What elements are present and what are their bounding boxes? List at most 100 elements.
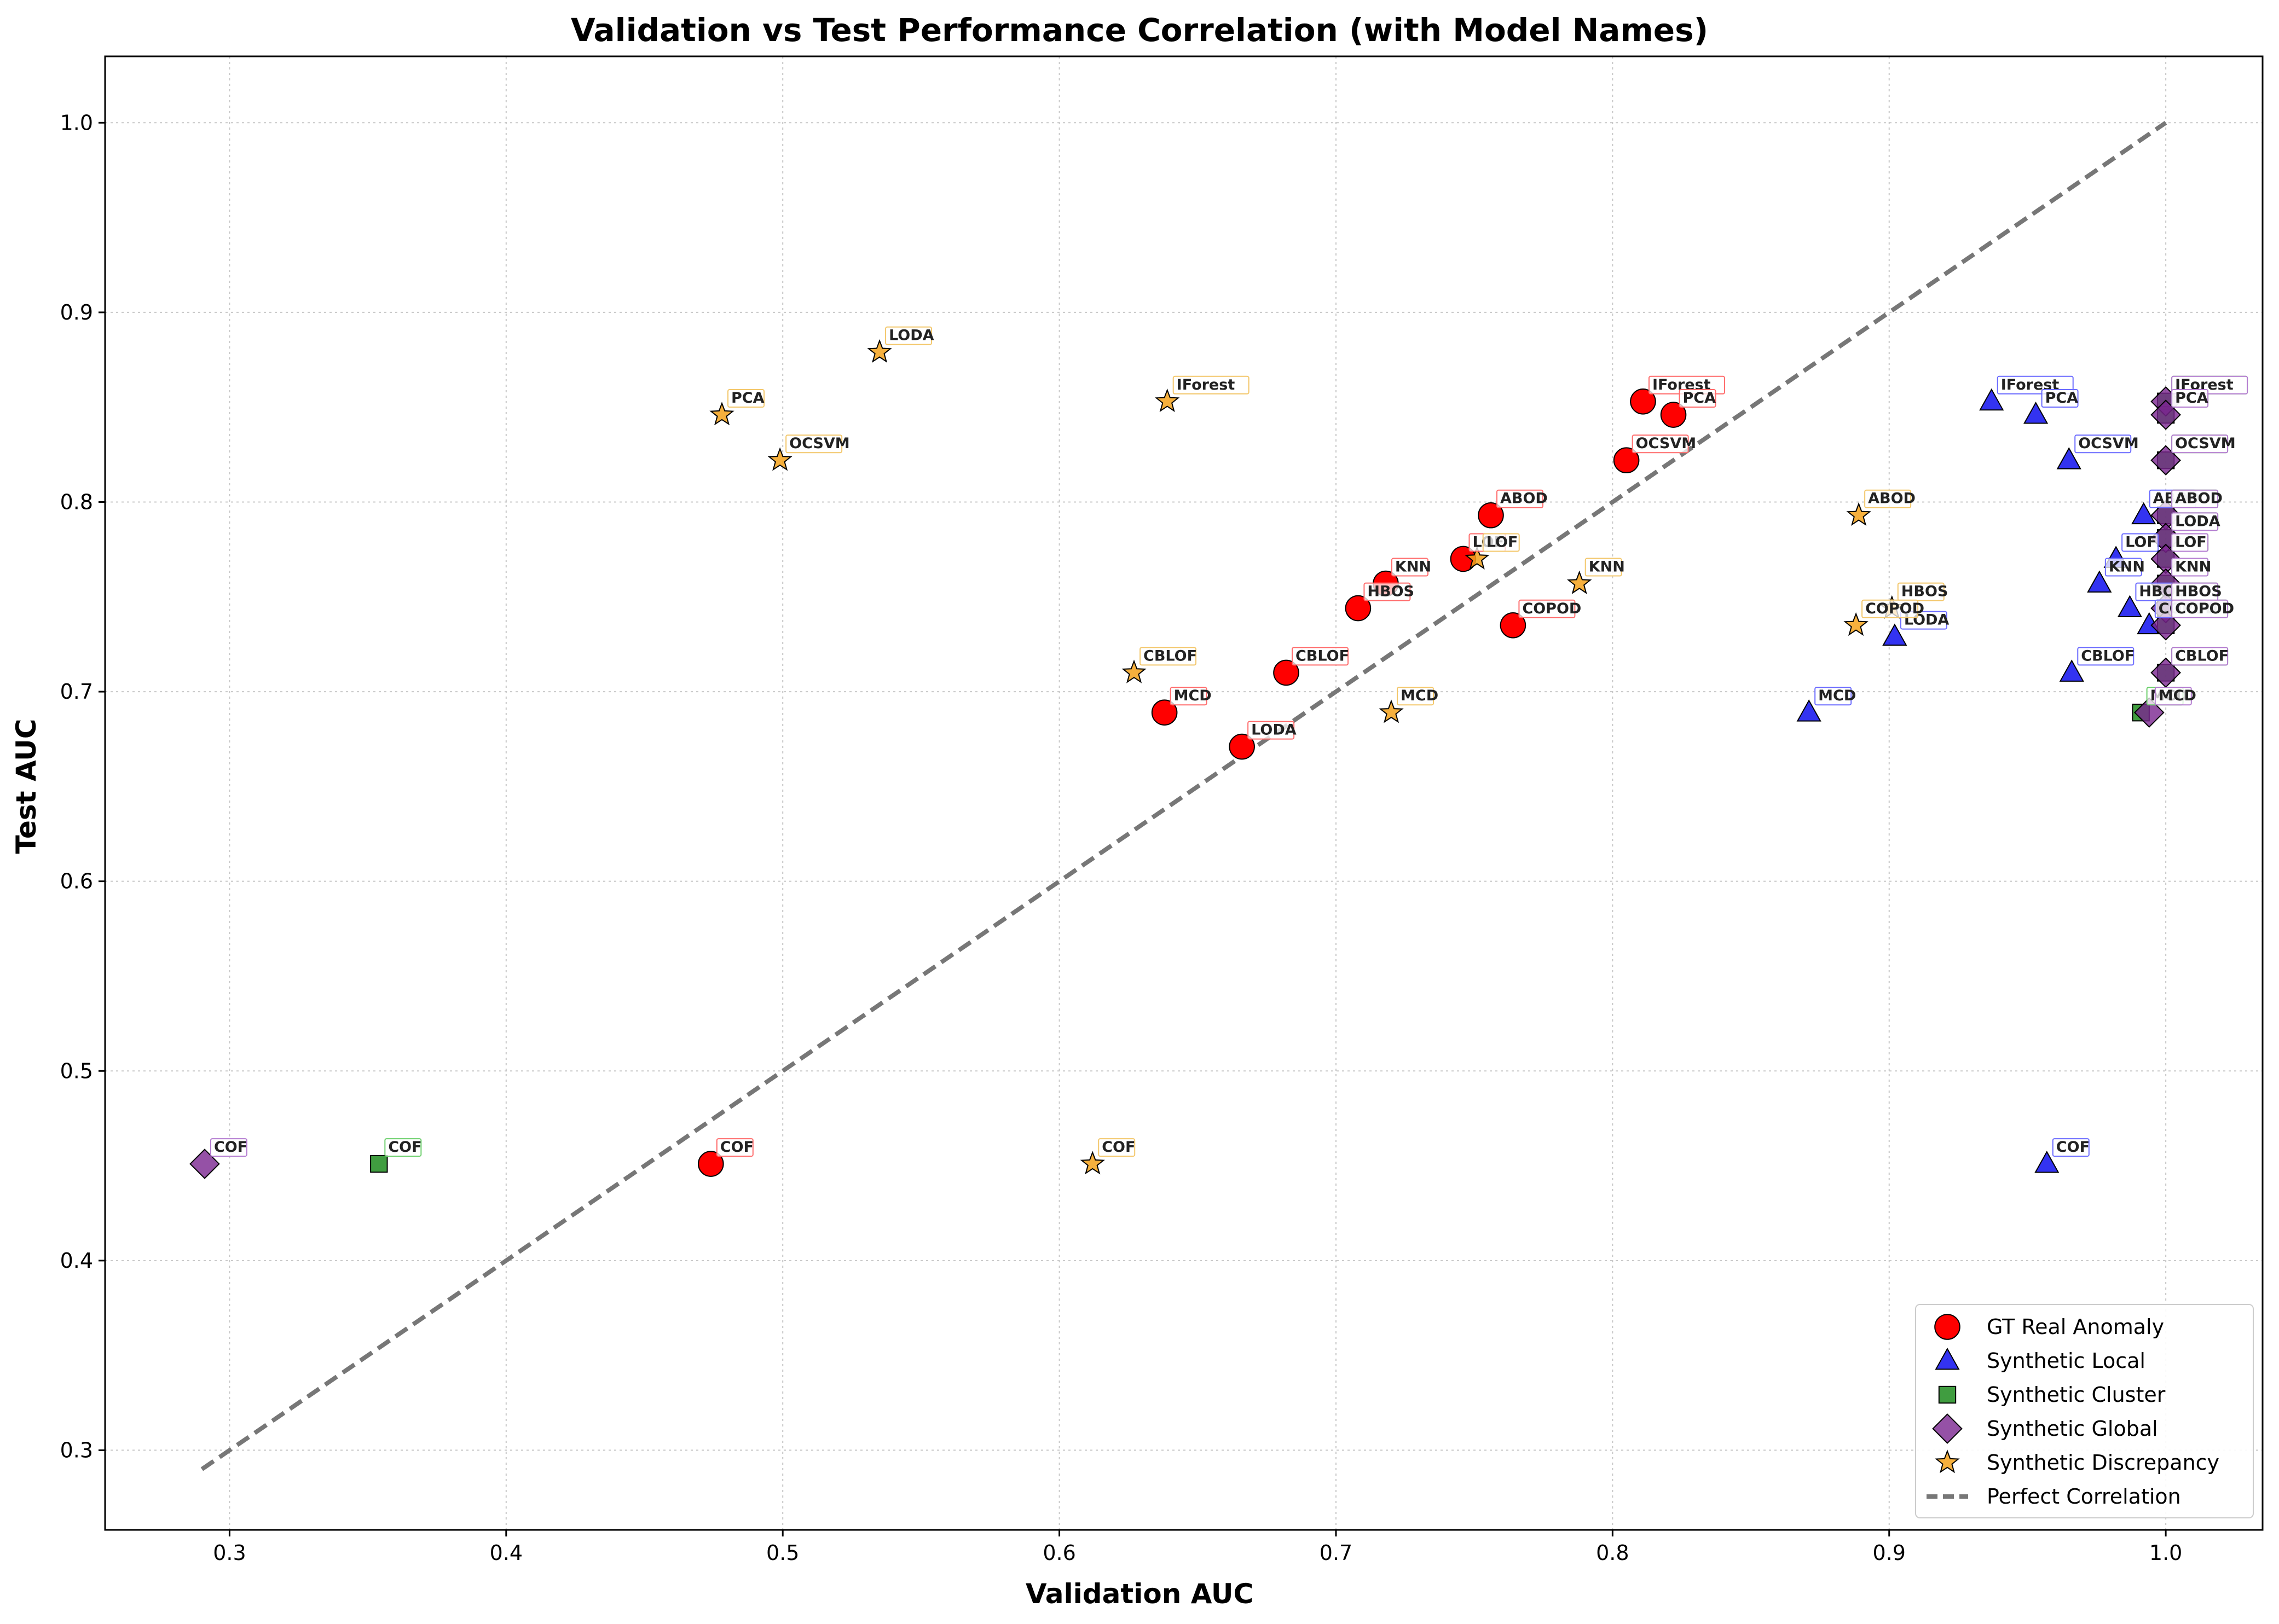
point-gt-real-anomaly-pca <box>1660 402 1687 428</box>
y-tick-label: 0.4 <box>60 1249 93 1273</box>
point-label-box <box>384 1138 422 1157</box>
point-label: HBOS <box>1367 583 1414 600</box>
point-synthetic-global-cof <box>189 1149 220 1179</box>
point-gt-real-anomaly-copod <box>1500 612 1526 639</box>
legend-label: Synthetic Global <box>1987 1417 2158 1441</box>
plot-frame <box>104 55 2264 1531</box>
point-label: KNN <box>1589 559 1625 576</box>
point-label: MCD <box>1818 687 1856 704</box>
point-label: OCSVM <box>2175 435 2235 452</box>
point-label-box <box>2171 489 2219 508</box>
point-label: PCA <box>1683 390 1716 407</box>
point-label-box <box>1861 599 1919 618</box>
point-label-box <box>2074 434 2132 454</box>
point-label: CBLOF <box>1295 647 1349 664</box>
point-synthetic-discrepancy-knn <box>1566 570 1592 594</box>
x-tick-label: 0.5 <box>766 1541 799 1565</box>
point-gt-real-anomaly-abod <box>1478 502 1504 529</box>
point-label: COPOD <box>2175 600 2234 617</box>
series-gt-real-anomaly <box>697 388 1687 1177</box>
point-label-box <box>210 1138 247 1157</box>
point-gt-real-anomaly-cblof <box>1273 659 1299 686</box>
point-label-box <box>2171 558 2209 577</box>
point-synthetic-discrepancy-loda <box>867 339 892 363</box>
point-label-box <box>2041 389 2079 408</box>
x-tick-label: 1.0 <box>2149 1541 2182 1565</box>
point-label: MCD <box>1401 687 1438 704</box>
point-synthetic-local-iforest <box>1979 388 2004 411</box>
point-gt-real-anomaly-ocsvm <box>1613 447 1640 474</box>
point-synthetic-local-knn <box>2087 570 2112 593</box>
point-label-box <box>1291 647 1349 666</box>
point-label: HBOS <box>1901 583 1948 600</box>
point-synthetic-local-mcd <box>1796 699 1821 722</box>
legend-swatch-square <box>1938 1385 1957 1404</box>
ticks-layer: 0.3 0.4 0.5 0.6 0.7 0.8 0.9 1.0 0.3 0.4 0.5 0.6 0.7 0… <box>60 111 2183 1565</box>
point-label: PCA <box>731 390 765 407</box>
point-gt-real-anomaly-iforest <box>1630 388 1656 415</box>
point-label-box <box>2104 558 2142 577</box>
point-label: COPOD <box>1522 600 1581 617</box>
point-label: KNN <box>1395 559 1431 576</box>
point-synthetic-local-pca <box>2023 402 2049 424</box>
point-synthetic-discrepancy-mcd <box>1379 699 1404 723</box>
point-label: CBLOF <box>1143 647 1197 664</box>
point-synthetic-discrepancy-abod <box>1846 502 1871 526</box>
legend-label: GT Real Anomaly <box>1987 1315 2164 1339</box>
point-label-box <box>1584 558 1622 577</box>
point-label-box <box>1247 721 1295 740</box>
point-label-box <box>1397 687 1435 706</box>
point-label: COF <box>2056 1139 2090 1156</box>
point-label: OCSVM <box>2078 435 2138 452</box>
point-label-box <box>1518 599 1576 618</box>
point-gt-real-anomaly-mcd <box>1151 699 1178 726</box>
x-tick-label: 0.6 <box>1043 1541 1075 1565</box>
x-axis-label: Validation AUC <box>1026 1578 1253 1610</box>
point-label-box <box>785 434 843 454</box>
point-label: LOF <box>2175 533 2207 550</box>
point-label-box <box>1814 687 1852 706</box>
series-synthetic-local <box>1796 388 2162 1173</box>
legend-box <box>1915 1304 2254 1518</box>
legend-swatch-diamond <box>1932 1413 1963 1444</box>
point-label-box <box>2121 533 2159 552</box>
point-label: HBOS <box>2175 583 2222 600</box>
point-label-box <box>1363 582 1411 601</box>
point-label: LOF <box>2125 533 2157 550</box>
point-label-box <box>2171 389 2209 408</box>
point-synthetic-discrepancy-cof <box>1080 1151 1105 1175</box>
y-axis-label: Test AUC <box>10 719 42 854</box>
legend-label: Perfect Correlation <box>1987 1484 2181 1509</box>
point-synthetic-discrepancy-ocsvm <box>767 447 793 471</box>
point-label: OCSVM <box>1636 435 1696 452</box>
point-synthetic-local-loda <box>1882 623 1907 646</box>
point-label: PCA <box>2175 390 2208 407</box>
point-label-box <box>2171 533 2209 552</box>
point-label-box <box>2052 1138 2090 1157</box>
point-label-box <box>1679 389 1716 408</box>
point-gt-real-anomaly-cof <box>697 1151 724 1177</box>
point-synthetic-discrepancy-cblof <box>1121 659 1147 683</box>
point-label: MCD <box>1174 687 1212 704</box>
point-label: COF <box>1102 1139 1135 1156</box>
point-label: LOF <box>1486 533 1518 550</box>
legend-label: Synthetic Discrepancy <box>1987 1451 2219 1475</box>
point-label: MCD <box>2159 687 2196 704</box>
x-tick-label: 0.3 <box>213 1541 246 1565</box>
y-tick-label: 0.6 <box>60 869 93 894</box>
point-synthetic-local-hbos <box>2117 595 2143 617</box>
point-label: CBLOF <box>2081 647 2135 664</box>
y-tick-label: 0.8 <box>60 490 93 514</box>
point-label-box <box>1632 434 1689 454</box>
point-label: LODA <box>1251 722 1297 739</box>
point-label: ABOD <box>2175 490 2223 507</box>
perfect-correlation-line <box>200 121 2167 1471</box>
x-tick-label: 0.8 <box>1596 1541 1629 1565</box>
legend-swatch-star <box>1935 1449 1960 1474</box>
point-label: OCSVM <box>789 435 849 452</box>
point-synthetic-cluster-cof <box>370 1155 388 1173</box>
legend-label: Synthetic Local <box>1987 1349 2145 1373</box>
